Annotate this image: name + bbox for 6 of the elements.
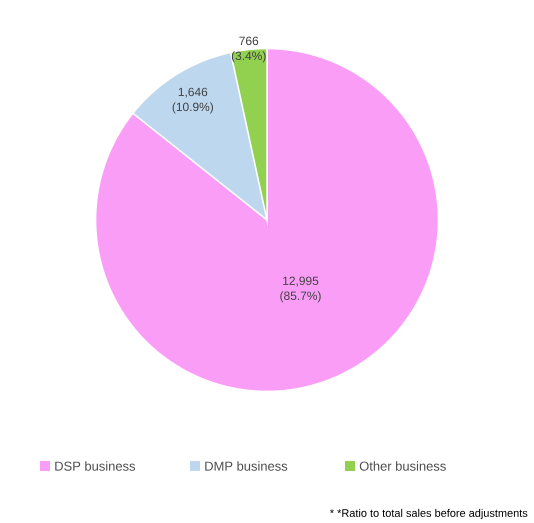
data-label: 1,646 (10.9%) <box>172 88 213 114</box>
text: * *Ratio to total sales before adjustments <box>330 508 528 520</box>
legend-label: Other business <box>360 461 446 471</box>
legend-label: DSP business <box>55 461 136 471</box>
legend-label: DMP business <box>205 461 288 471</box>
data-label: 12,995 (85.7%) <box>280 276 321 302</box>
